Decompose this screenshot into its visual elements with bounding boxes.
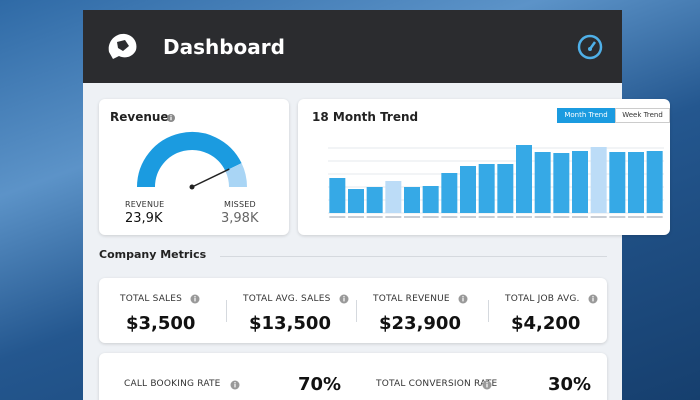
bar (516, 145, 532, 213)
gauge-icon[interactable] (576, 33, 604, 61)
bar-tick (348, 216, 364, 218)
logo (108, 33, 137, 59)
metric-value: $4,200 (511, 313, 581, 334)
info-dot (486, 381, 488, 384)
week-trend-button[interactable]: Week Trend (615, 108, 670, 123)
bar (553, 153, 570, 213)
bar-tick (460, 216, 476, 218)
bar (534, 152, 551, 213)
bar-tick (516, 216, 532, 218)
bar (441, 173, 458, 213)
missed-label: MISSED (224, 200, 256, 209)
metrics-title: Company Metrics (99, 248, 207, 261)
trend-title: 18 Month Trend (312, 110, 419, 124)
bar-tick (441, 216, 458, 218)
divider (220, 256, 607, 257)
gauge-arc (225, 163, 247, 188)
metric-value: $23,900 (379, 313, 461, 334)
bar-tick (497, 216, 514, 218)
bar-tick (572, 216, 588, 218)
revenue-gauge (137, 132, 247, 190)
info-stem (234, 384, 236, 388)
metric-separator (488, 300, 489, 322)
metric-separator (356, 300, 357, 322)
header-bar (83, 10, 622, 83)
bar (385, 181, 402, 213)
bar-tick (628, 216, 644, 218)
bar (609, 152, 626, 213)
missed-value: 3,98K (221, 211, 259, 226)
bar-tick (404, 216, 420, 218)
info-icon[interactable] (190, 294, 200, 304)
bar-tick (609, 216, 626, 218)
bar (404, 187, 420, 213)
info-icon[interactable] (230, 380, 240, 390)
trend-chart (328, 145, 664, 218)
bar-tick (478, 216, 495, 218)
revenue-card (99, 99, 289, 235)
info-dot (194, 295, 196, 298)
bar-tick (329, 216, 346, 218)
bar (478, 164, 495, 213)
info-icon[interactable] (166, 113, 176, 123)
bar (590, 147, 607, 213)
bar-tick (366, 216, 383, 218)
metric-label: TOTAL REVENUE (373, 294, 450, 304)
bar-tick (422, 216, 439, 218)
bar-tick (553, 216, 570, 218)
info-icon[interactable] (588, 294, 598, 304)
metric-label: TOTAL JOB AVG. (505, 294, 580, 304)
info-icon[interactable] (458, 294, 468, 304)
revenue-title: Revenue (110, 110, 169, 124)
metric-separator (226, 300, 227, 322)
rates-card (99, 353, 607, 400)
needle-hub (189, 184, 195, 190)
bar-tick (646, 216, 663, 218)
bar (572, 151, 588, 213)
info-stem (342, 298, 345, 302)
rate-label: TOTAL CONVERSION RATE (376, 379, 498, 389)
info-dot (591, 295, 594, 298)
bar (646, 151, 663, 213)
info-stem (194, 298, 196, 302)
info-stem (462, 298, 464, 302)
bar (628, 152, 644, 213)
info-dot (342, 295, 345, 298)
info-dot (234, 381, 236, 384)
info-icon[interactable] (339, 294, 349, 304)
rate-value: 30% (548, 374, 592, 395)
bar (422, 186, 439, 213)
metric-value: $13,500 (249, 313, 331, 334)
metric-value: $3,500 (126, 313, 196, 334)
rate-label: CALL BOOKING RATE (124, 379, 221, 389)
info-stem (486, 384, 488, 388)
bar-tick (590, 216, 607, 218)
rate-value: 70% (298, 374, 342, 395)
info-icon[interactable] (482, 380, 492, 390)
revenue-label: REVENUE (125, 200, 165, 209)
month-trend-button[interactable]: Month Trend (557, 108, 615, 123)
info-dot (462, 295, 464, 298)
info-stem (591, 298, 594, 302)
bar-tick (385, 216, 402, 218)
metric-label: TOTAL AVG. SALES (243, 294, 331, 304)
revenue-value: 23,9K (125, 211, 163, 226)
header-title: Dashboard (163, 35, 285, 59)
bar (329, 178, 346, 213)
bar (497, 164, 514, 213)
metric-label: TOTAL SALES (120, 294, 183, 304)
bar (460, 166, 476, 213)
gauge-arc (137, 132, 242, 188)
bar (348, 189, 364, 213)
bar-tick (534, 216, 551, 218)
metrics-card (99, 278, 607, 343)
gauge-needle (191, 168, 230, 188)
bar (366, 187, 383, 213)
